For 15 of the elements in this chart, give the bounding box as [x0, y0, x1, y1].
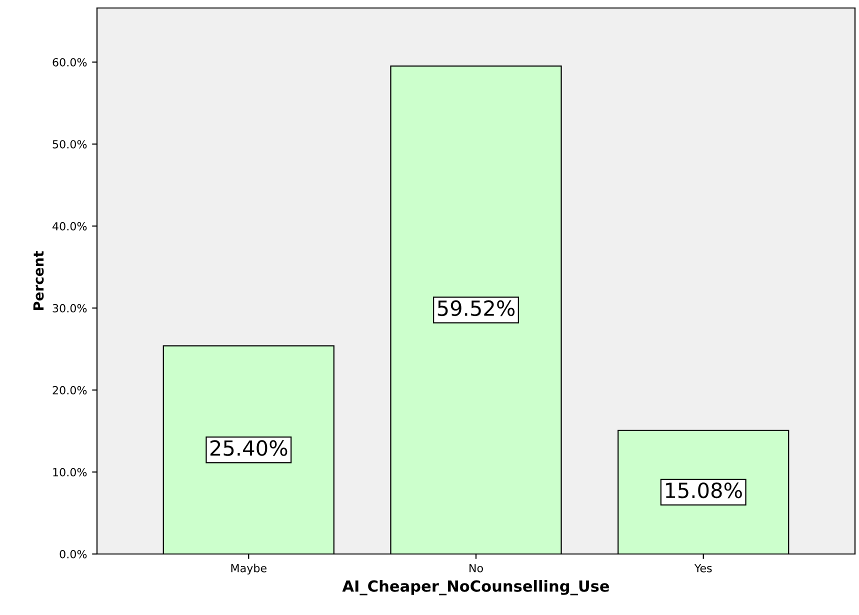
- x-tick-label: Yes: [694, 564, 712, 572]
- y-tick-label: 20.0%: [52, 386, 87, 394]
- y-tick-label: 10.0%: [53, 468, 87, 476]
- x-tick-label: No: [470, 564, 483, 572]
- x-axis-title: AI_Cheaper_NoCounselling_Use: [342, 580, 610, 596]
- y-tick-label: 30.0%: [52, 304, 87, 312]
- y-tick-label: 0.0%: [60, 550, 87, 558]
- data-label: 59.52%: [438, 300, 515, 316]
- y-tick-label: 60.0%: [52, 58, 87, 66]
- x-tick-label: Maybe: [231, 564, 266, 574]
- y-tick-label: 40.0%: [52, 222, 87, 230]
- data-label: 15.08%: [666, 482, 742, 498]
- y-tick-label: 50.0%: [52, 140, 87, 148]
- y-axis-title: Percent: [33, 251, 44, 310]
- data-label: 25.40%: [210, 440, 288, 456]
